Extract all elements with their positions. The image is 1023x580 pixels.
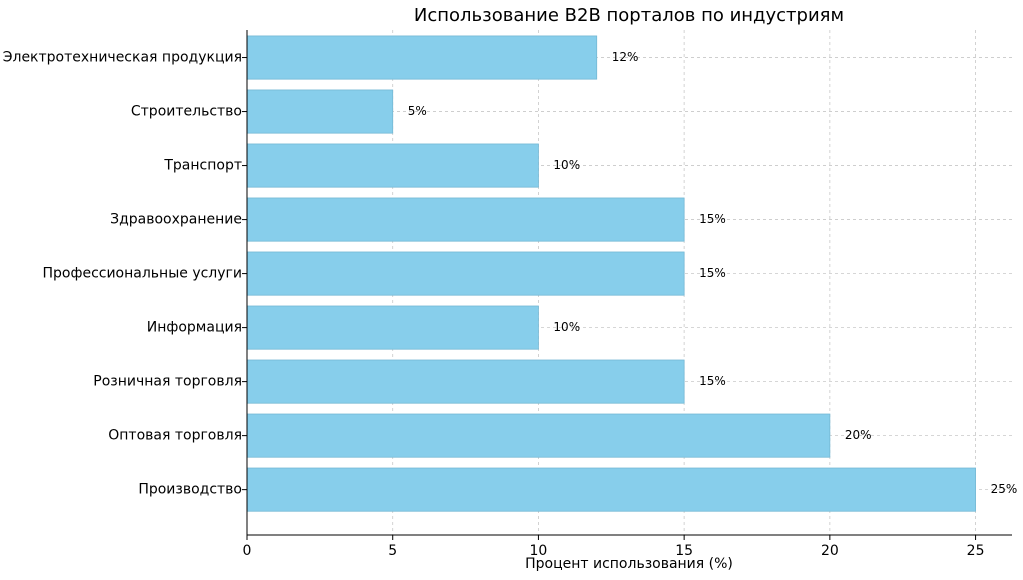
y-tick-label: Здравоохранение: [110, 212, 242, 228]
value-label: 15%: [699, 374, 726, 388]
value-label: 15%: [699, 212, 726, 226]
bar: [246, 305, 539, 350]
value-label: 5%: [408, 104, 427, 118]
y-tick-label: Строительство: [131, 104, 242, 120]
x-tick-label: 15: [675, 543, 693, 559]
x-tick-label: 20: [821, 543, 839, 559]
bar: [246, 35, 598, 80]
x-tick-label: 25: [967, 543, 985, 559]
chart-title: Использование B2B порталов по индустриям: [414, 5, 844, 26]
x-axis-label: Процент использования (%): [525, 556, 733, 572]
value-label: 25%: [991, 482, 1018, 496]
bar: [246, 89, 394, 134]
bar: [246, 413, 831, 458]
y-tick-label: Производство: [138, 482, 242, 498]
value-label: 12%: [612, 50, 639, 64]
y-tick-label: Электротехническая продукция: [3, 50, 242, 66]
y-tick-label: Профессиональные услуги: [43, 266, 243, 282]
x-tick-label: 10: [530, 543, 548, 559]
bar: [246, 197, 685, 242]
y-tick-label: Транспорт: [163, 158, 242, 174]
bar: [246, 251, 685, 296]
value-label: 10%: [553, 320, 580, 334]
bar: [246, 359, 685, 404]
value-label: 10%: [553, 158, 580, 172]
y-tick-label: Информация: [147, 320, 242, 336]
x-tick-label: 0: [243, 543, 252, 559]
bar: [246, 467, 976, 512]
value-label: 20%: [845, 428, 872, 442]
x-tick-label: 5: [388, 543, 397, 559]
bar: [246, 143, 539, 188]
y-tick-label: Розничная торговля: [93, 374, 242, 390]
value-label: 15%: [699, 266, 726, 280]
y-tick-label: Оптовая торговля: [108, 428, 242, 444]
